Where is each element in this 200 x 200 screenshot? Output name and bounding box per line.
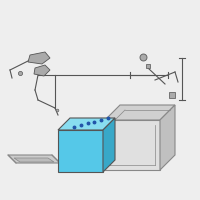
- Polygon shape: [160, 105, 175, 170]
- Polygon shape: [58, 130, 103, 172]
- Polygon shape: [105, 120, 160, 170]
- Polygon shape: [28, 52, 50, 64]
- Polygon shape: [103, 118, 115, 172]
- Polygon shape: [34, 65, 50, 76]
- Polygon shape: [14, 158, 54, 162]
- Polygon shape: [58, 118, 115, 130]
- Polygon shape: [8, 155, 60, 163]
- Polygon shape: [105, 105, 175, 120]
